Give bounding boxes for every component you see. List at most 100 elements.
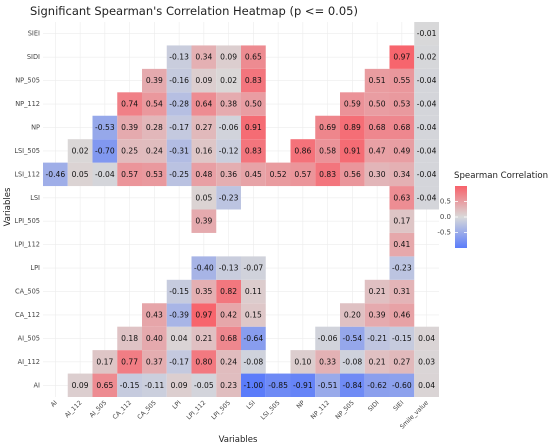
heatmap-cell <box>166 350 192 374</box>
cell-value-label: 0.57 <box>121 170 138 179</box>
heatmap-cell <box>364 92 390 116</box>
cell-value-label: 0.34 <box>393 170 410 179</box>
heatmap-cell <box>191 373 217 397</box>
x-tick-label: NP_505 <box>334 399 355 420</box>
heatmap-cell <box>241 279 266 304</box>
cell-value-label: 0.27 <box>393 357 410 366</box>
cell-value-label: -0.23 <box>219 193 239 202</box>
cell-value-label: -0.17 <box>169 357 189 366</box>
cell-value-label: -0.60 <box>392 381 412 390</box>
y-tick-label: NP <box>31 123 40 131</box>
cell-value-label: 0.04 <box>418 381 435 390</box>
cell-value-label: 0.28 <box>146 123 163 132</box>
heatmap-cell <box>290 373 316 397</box>
y-tick-label: LSI_505 <box>14 147 40 155</box>
heatmap-cell <box>117 350 142 374</box>
cell-value-label: 0.38 <box>220 100 237 109</box>
cell-value-label: -0.28 <box>169 100 189 109</box>
heatmap-cell <box>191 256 217 280</box>
heatmap-cell <box>166 139 192 163</box>
heatmap-cell <box>265 162 291 187</box>
cell-value-label: 0.65 <box>96 381 113 390</box>
cell-value-label: -0.21 <box>367 334 387 343</box>
heatmap-cell <box>43 162 68 187</box>
heatmap-cell <box>92 139 118 163</box>
cell-value-label: 0.58 <box>319 146 336 155</box>
heatmap-cell <box>414 45 439 69</box>
cell-value-label: 0.17 <box>96 357 113 366</box>
heatmap-cell <box>142 162 167 187</box>
y-tick-label: AI_112 <box>18 358 40 366</box>
cell-value-label: 0.30 <box>369 170 386 179</box>
heatmap-cell <box>364 326 390 351</box>
cell-value-label: 0.41 <box>393 240 410 249</box>
cell-value-label: -0.04 <box>417 123 437 132</box>
heatmap-cell <box>191 279 217 304</box>
heatmap-cell <box>389 209 415 233</box>
cell-value-label: 0.51 <box>369 76 386 85</box>
cell-value-label: -0.53 <box>95 123 115 132</box>
cell-value-label: -0.31 <box>169 146 189 155</box>
heatmap-cell <box>241 162 266 187</box>
heatmap-cell <box>216 279 241 304</box>
heatmap-cell <box>216 186 241 210</box>
cell-value-label: 0.37 <box>146 357 163 366</box>
heatmap-cell <box>389 92 415 116</box>
heatmap-cell <box>142 92 167 116</box>
heatmap-cell <box>191 303 217 327</box>
cell-value-label: 0.18 <box>121 334 138 343</box>
heatmap-cell <box>241 115 266 140</box>
heatmap-cell <box>290 350 316 374</box>
cell-value-label: 0.53 <box>393 100 410 109</box>
cell-value-label: 0.16 <box>195 146 212 155</box>
cell-value-label: 0.42 <box>220 310 237 319</box>
cell-value-label: 0.11 <box>245 287 262 296</box>
cell-value-label: 0.69 <box>319 123 336 132</box>
cell-value-label: 0.97 <box>195 310 212 319</box>
heatmap-cell <box>315 350 340 374</box>
cell-value-label: 0.89 <box>344 123 361 132</box>
cell-value-label: -0.16 <box>169 76 189 85</box>
cell-value-label: 0.57 <box>294 170 311 179</box>
heatmap-cell <box>340 350 365 374</box>
heatmap-cell <box>241 92 266 116</box>
heatmap-cell <box>191 162 217 187</box>
heatmap-cell <box>216 45 241 69</box>
heatmap-cell <box>142 350 167 374</box>
cell-value-label: 0.64 <box>195 100 212 109</box>
cell-value-label: 0.34 <box>195 53 212 62</box>
heatmap-cell <box>216 162 241 187</box>
y-tick-label: CA_505 <box>15 288 40 296</box>
cell-value-label: 0.68 <box>393 123 410 132</box>
heatmap-cell <box>216 350 241 374</box>
legend-title: Spearman Correlation <box>454 171 548 181</box>
heatmap-cell <box>117 373 142 397</box>
heatmap-cell <box>340 373 365 397</box>
cell-value-label: -0.84 <box>343 381 363 390</box>
heatmap-cell <box>216 303 241 327</box>
heatmap-cell <box>290 162 316 187</box>
heatmap-cell <box>191 139 217 163</box>
heatmap-cell <box>142 326 167 351</box>
cell-value-label: -0.23 <box>392 264 412 273</box>
heatmap-cell <box>389 45 415 69</box>
y-tick-label: LSI <box>30 194 40 202</box>
x-tick-label: AI_505 <box>89 399 109 419</box>
heatmap-cell <box>166 92 192 116</box>
cell-value-label: -0.06 <box>219 123 239 132</box>
cell-value-label: 0.39 <box>121 123 138 132</box>
heatmap-cell <box>414 115 439 140</box>
y-tick-label: LPI_112 <box>15 241 40 249</box>
heatmap-cell <box>389 326 415 351</box>
heatmap-cell <box>364 162 390 187</box>
x-tick-label: CA_505 <box>136 399 158 421</box>
y-tick-label: AI <box>34 381 41 389</box>
heatmap-cell <box>389 232 415 257</box>
heatmap-cell <box>92 162 118 187</box>
heatmap-cell <box>117 326 142 351</box>
cell-value-label: -0.15 <box>392 334 412 343</box>
heatmap-cell <box>166 68 192 93</box>
heatmap-cell <box>166 326 192 351</box>
y-tick-label: NP_112 <box>15 100 40 108</box>
x-tick-label: SIDI <box>367 399 381 413</box>
